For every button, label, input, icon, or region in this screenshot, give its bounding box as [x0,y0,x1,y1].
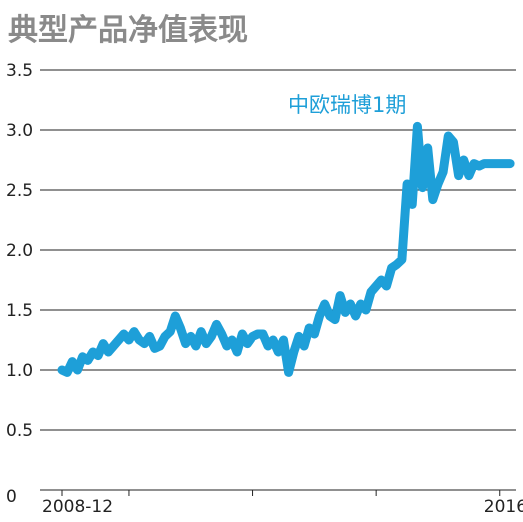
x-tick-label: 2016-01 [484,497,523,517]
x-tick-label: 2008-12 [42,497,113,517]
gridlines [40,69,516,431]
series-layer [57,121,515,377]
y-tick-label: 3.5 [6,61,33,81]
series-label: 中欧瑞博1期 [288,93,406,117]
x-axis: 2008-12 2016-01 [40,489,523,517]
y-tick-label: 2.0 [6,241,33,261]
y-axis: 0 0.5 1.0 1.5 2.0 2.5 3.0 3.5 [6,61,33,507]
chart-title: 典型产品净值表现 [8,13,248,48]
y-tick-label: 2.5 [6,181,33,201]
y-tick-label: 0 [6,487,17,507]
y-tick-label: 3.0 [6,121,33,141]
series-line [57,121,515,377]
y-tick-label: 1.0 [6,361,33,381]
y-tick-label: 1.5 [6,301,33,321]
y-tick-label: 0.5 [6,421,33,441]
